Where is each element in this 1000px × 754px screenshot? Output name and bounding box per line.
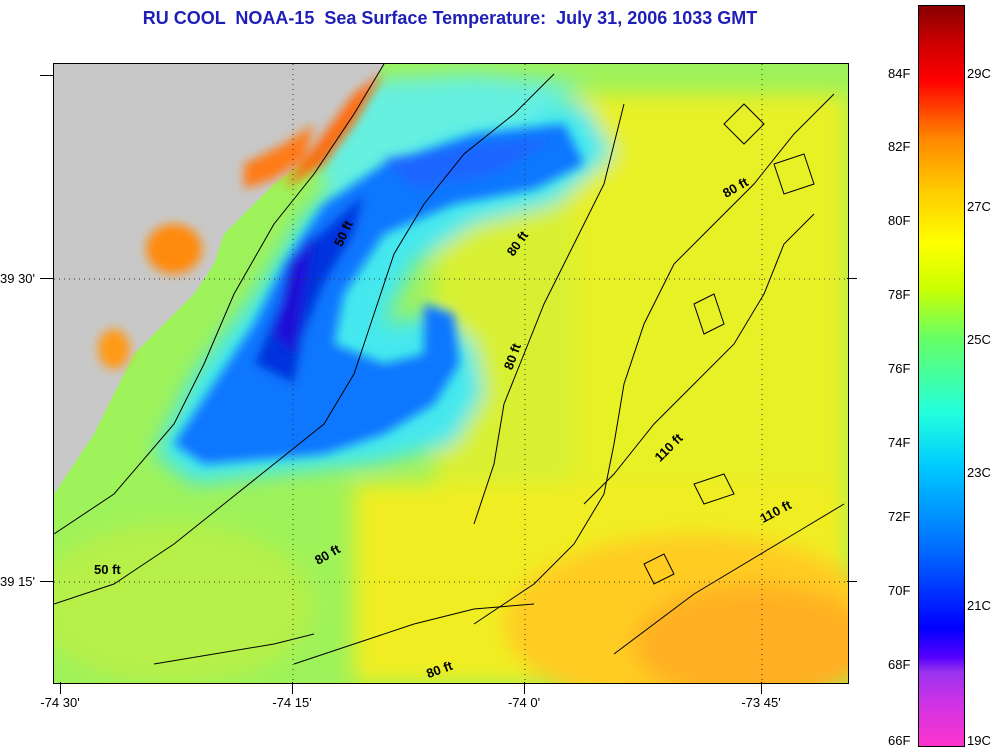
colorbar-c-label: 21C [967,598,991,613]
colorbar-f-label: 72F [888,509,911,524]
axis-tick [40,278,53,279]
colorbar-c-label: 19C [967,733,991,748]
colorbar-f-label: 82F [888,139,911,154]
colorbar-f-label: 68F [888,657,911,672]
map-title: RU COOL NOAA-15 Sea Surface Temperature:… [142,8,758,28]
colorbar-f-label: 74F [888,435,911,450]
colorbar-f-label: 80F [888,213,911,228]
colorbar-c-label: 23C [967,465,991,480]
longitude-label: -74 30' [40,695,80,710]
sst-map: 50 ft 50 ft 80 ft 80 ft 80 ft 80 ft 80 f… [53,63,849,684]
axis-tick [60,682,61,694]
colorbar-f-label: 84F [888,66,911,81]
latitude-label: 39 30' [0,271,36,286]
colorbar-c-label: 25C [967,332,991,347]
latitude-label: 39 15' [0,574,36,589]
axis-tick [524,682,525,694]
colorbar-c-label: 27C [967,199,991,214]
axis-tick [761,682,762,694]
longitude-label: -73 45' [741,695,781,710]
axis-tick [40,75,53,76]
sst-field [54,64,848,683]
axis-tick [292,682,293,694]
colorbar-f-label: 76F [888,361,911,376]
colorbar-f-label: 66F [888,733,911,748]
axis-tick [847,581,857,582]
axis-tick [847,278,857,279]
longitude-label: -74 0' [507,695,541,710]
colorbar-c-label: 29C [967,66,991,81]
temperature-colorbar [918,5,965,747]
colorbar-f-label: 78F [888,287,911,302]
longitude-label: -74 15' [272,695,312,710]
depth-label: 50 ft [94,562,121,577]
axis-tick [40,581,53,582]
colorbar-f-label: 70F [888,583,911,598]
